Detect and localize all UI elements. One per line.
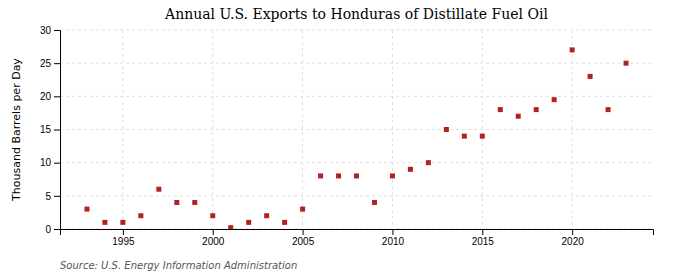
point — [138, 213, 143, 218]
x-tick-label: 2015 — [472, 236, 495, 247]
grid-line-y — [60, 63, 653, 64]
y-tick-label: 20 — [40, 91, 52, 102]
x-tick-mark — [572, 229, 573, 235]
y-tick-mark — [54, 130, 60, 131]
x-axis: 1995 2000 2005 2010 2015 2020 — [61, 229, 654, 247]
annotation: Source: U.S. Energy Information Administ… — [60, 260, 297, 271]
y-tick: 10 — [40, 157, 60, 168]
y-tick-mark — [54, 63, 60, 64]
chart: 1995 2000 2005 2010 2015 2020 0 5 10 15 20 25 30 Annu… — [0, 0, 675, 275]
point — [606, 107, 611, 112]
point — [588, 74, 593, 79]
point — [156, 187, 161, 192]
y-tick-label: 15 — [40, 124, 52, 135]
grid-line-y — [60, 195, 653, 196]
y-tick-mark — [54, 96, 60, 97]
point — [120, 220, 125, 225]
point — [624, 61, 629, 66]
point — [228, 225, 233, 229]
x-tick-mark — [123, 229, 124, 235]
point — [264, 213, 269, 218]
point — [480, 134, 485, 139]
y-tick: 20 — [40, 91, 60, 102]
y-axis-label: Thousand Barrels per Day — [10, 58, 23, 202]
point — [534, 107, 539, 112]
x-tick-mark — [213, 229, 214, 235]
grid-line-y — [60, 129, 653, 130]
x-tick-label: 1995 — [112, 236, 135, 247]
y-axis-line — [54, 31, 61, 230]
grid-line-y — [60, 162, 653, 163]
x-tick-label: 2020 — [562, 236, 585, 247]
y-tick: 30 — [40, 25, 60, 36]
point — [210, 213, 215, 218]
x-axis-line — [61, 230, 654, 236]
y-tick: 15 — [40, 124, 60, 135]
point — [462, 134, 467, 139]
y-tick-label: 25 — [40, 58, 52, 69]
point — [336, 173, 341, 178]
grid-line-y — [60, 30, 653, 31]
plot: 1995 2000 2005 2010 2015 2020 0 5 10 15 20 25 30 — [40, 25, 654, 247]
point — [390, 173, 395, 178]
y-tick: 5 — [45, 191, 60, 202]
x-tick: 2010 — [382, 229, 405, 247]
x-tick-mark — [392, 229, 393, 235]
y-tick-label: 5 — [45, 191, 51, 202]
point — [498, 107, 503, 112]
point — [354, 173, 359, 178]
x-tick: 2000 — [202, 229, 225, 247]
point — [372, 200, 377, 205]
x-tick-label: 2000 — [202, 236, 225, 247]
y-tick-mark — [54, 30, 60, 31]
y-tick-label: 30 — [40, 25, 52, 36]
y-tick: 0 — [45, 224, 60, 235]
title: Annual U.S. Exports to Honduras of Disti… — [164, 6, 548, 22]
point — [192, 200, 197, 205]
x-tick: 2020 — [562, 229, 585, 247]
x-tick-mark — [303, 229, 304, 235]
point — [282, 220, 287, 225]
point — [102, 220, 107, 225]
x-tick-label: 2010 — [382, 236, 405, 247]
point — [426, 160, 431, 165]
grid — [60, 30, 653, 229]
point — [84, 207, 89, 212]
points — [84, 47, 628, 229]
point — [174, 200, 179, 205]
x-tick: 2005 — [292, 229, 315, 247]
y-axis: 0 5 10 15 20 25 30 — [40, 25, 61, 235]
point — [552, 97, 557, 102]
point — [444, 127, 449, 132]
y-tick-mark — [54, 196, 60, 197]
y-tick: 25 — [40, 58, 60, 69]
point — [300, 207, 305, 212]
x-tick: 2015 — [472, 229, 495, 247]
y-tick-mark — [54, 229, 60, 230]
point — [246, 220, 251, 225]
point — [318, 173, 323, 178]
point — [408, 167, 413, 172]
y-tick-label: 0 — [45, 224, 51, 235]
y-tick-mark — [54, 163, 60, 164]
grid-line-y — [60, 96, 653, 97]
y-tick-label: 10 — [40, 157, 52, 168]
point — [516, 114, 521, 119]
x-tick-label: 2005 — [292, 236, 315, 247]
point — [570, 47, 575, 52]
x-tick-mark — [482, 229, 483, 235]
x-tick: 1995 — [112, 229, 135, 247]
